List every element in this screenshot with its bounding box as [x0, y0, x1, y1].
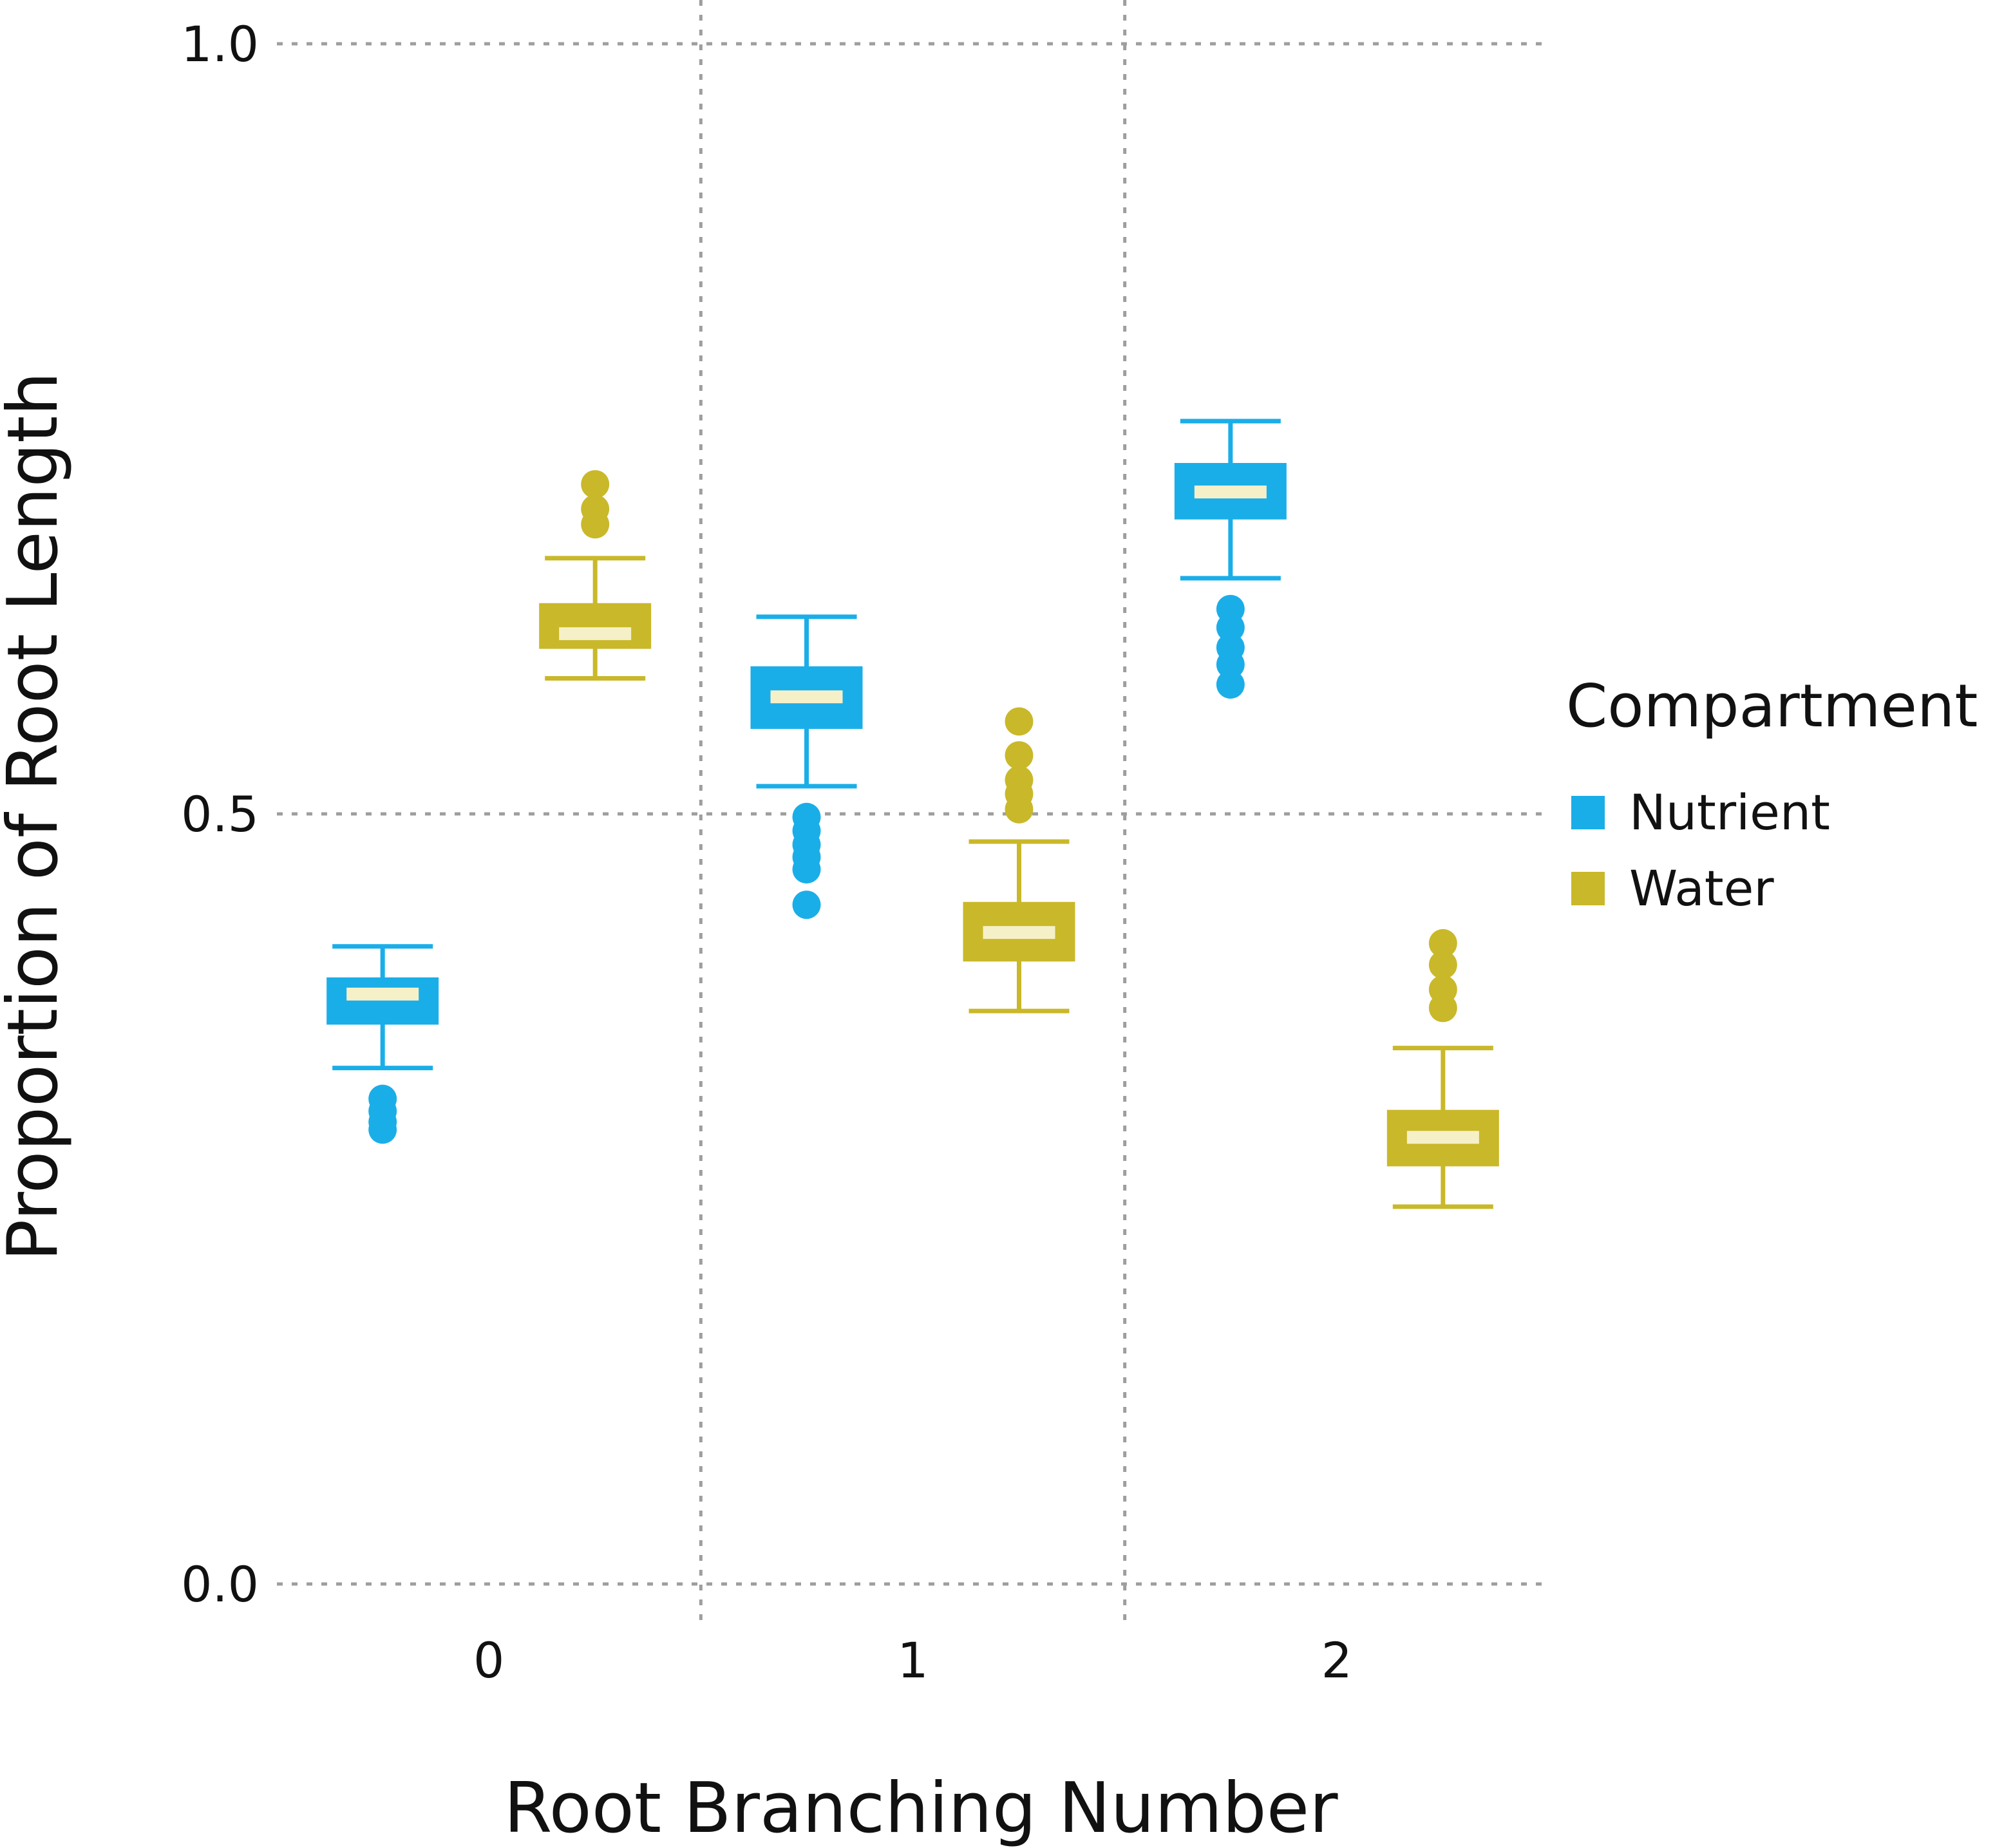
median-line	[1406, 1131, 1479, 1144]
box-nutrient-1	[750, 614, 863, 919]
median-line	[1194, 486, 1267, 499]
y-axis-ticks: 0.0 0.5 1.0	[181, 15, 259, 1613]
box-iqr	[539, 603, 652, 649]
outlier-point	[581, 510, 610, 539]
median-line	[559, 627, 632, 641]
outlier-point	[581, 470, 610, 499]
outlier-point	[1005, 795, 1034, 824]
median-line	[983, 926, 1055, 939]
outlier-point	[1216, 670, 1245, 699]
x-tick-label: 1	[897, 1632, 928, 1689]
outlier-point	[1428, 994, 1457, 1023]
y-tick-label: 0.5	[181, 786, 259, 843]
outlier-point	[368, 1115, 397, 1144]
box-water-0	[539, 470, 652, 681]
boxes-layer	[326, 419, 1499, 1209]
median-line	[346, 987, 419, 1001]
x-tick-label: 2	[1321, 1632, 1352, 1689]
median-line	[770, 690, 843, 704]
box-nutrient-0	[326, 944, 439, 1144]
outlier-point	[1216, 650, 1245, 679]
y-tick-label: 0.0	[181, 1556, 259, 1613]
outlier-point	[1428, 950, 1457, 979]
legend-title: Compartment	[1566, 672, 1978, 740]
x-axis-title: Root Branching Number	[504, 1768, 1338, 1848]
x-axis-ticks: 0 1 2	[473, 1632, 1352, 1689]
outlier-point	[1005, 741, 1034, 770]
x-tick-label: 0	[473, 1632, 504, 1689]
box-nutrient-2	[1174, 419, 1287, 699]
outlier-point	[1428, 929, 1457, 957]
legend-swatch-nutrient	[1571, 796, 1605, 829]
legend-swatch-water	[1571, 872, 1605, 905]
outlier-point	[1005, 707, 1034, 736]
legend-items: Nutrient Water	[1571, 784, 1830, 917]
legend: Compartment Nutrient Water	[1566, 672, 1978, 917]
y-tick-label: 1.0	[181, 15, 259, 73]
legend-label-water: Water	[1629, 860, 1774, 917]
outlier-point	[792, 891, 821, 919]
box-iqr	[326, 977, 439, 1025]
outlier-point	[792, 855, 821, 884]
outlier-point	[1216, 613, 1245, 642]
box-water-2	[1386, 929, 1499, 1209]
legend-label-nutrient: Nutrient	[1629, 784, 1830, 841]
grid-layer	[277, 0, 1549, 1626]
box-water-1	[963, 707, 1075, 1014]
y-axis-title: Proportion of Root Length	[0, 372, 73, 1261]
